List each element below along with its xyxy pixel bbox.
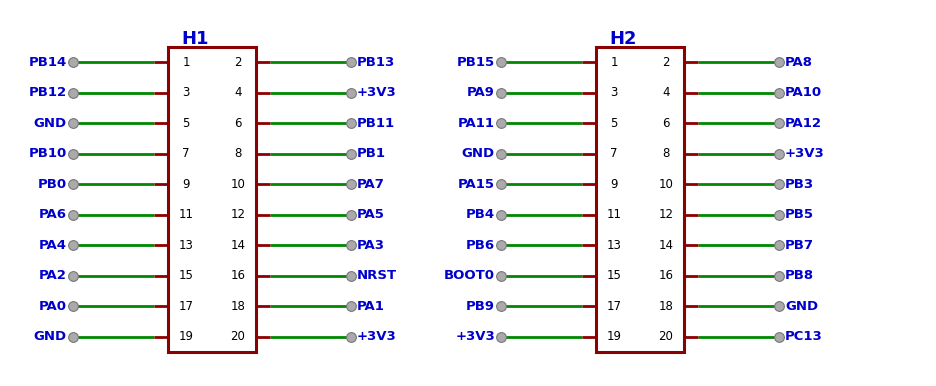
Text: PA15: PA15	[458, 178, 494, 191]
Text: BOOT0: BOOT0	[444, 269, 494, 282]
Text: 9: 9	[183, 178, 190, 191]
Text: 10: 10	[658, 178, 673, 191]
Text: 17: 17	[606, 300, 621, 313]
Text: PA10: PA10	[784, 86, 821, 99]
Text: 18: 18	[230, 300, 245, 313]
Text: PA8: PA8	[784, 56, 812, 69]
Text: PB12: PB12	[29, 86, 67, 99]
Text: 12: 12	[230, 208, 245, 221]
Text: PA3: PA3	[357, 239, 385, 252]
Text: PB9: PB9	[465, 300, 494, 313]
Text: +3V3: +3V3	[455, 330, 494, 343]
Text: PB7: PB7	[784, 239, 813, 252]
Text: 15: 15	[606, 269, 621, 282]
Text: GND: GND	[784, 300, 817, 313]
Text: 16: 16	[230, 269, 245, 282]
Text: PB11: PB11	[357, 117, 395, 130]
Text: NRST: NRST	[357, 269, 397, 282]
Text: 15: 15	[179, 269, 193, 282]
Text: 2: 2	[234, 56, 241, 69]
Text: 14: 14	[658, 239, 673, 252]
Text: 6: 6	[234, 117, 241, 130]
Text: PB3: PB3	[784, 178, 813, 191]
Text: 5: 5	[183, 117, 189, 130]
Text: PB1: PB1	[357, 147, 386, 160]
Text: 19: 19	[606, 330, 621, 343]
Text: PB4: PB4	[465, 208, 494, 221]
Text: 9: 9	[609, 178, 617, 191]
Text: 20: 20	[658, 330, 673, 343]
Text: 10: 10	[230, 178, 245, 191]
Text: PB6: PB6	[465, 239, 494, 252]
Text: PA12: PA12	[784, 117, 821, 130]
Text: PB8: PB8	[784, 269, 813, 282]
Text: PA2: PA2	[39, 269, 67, 282]
Text: 13: 13	[606, 239, 621, 252]
Text: 1: 1	[609, 56, 617, 69]
Text: 3: 3	[183, 86, 189, 99]
Text: 4: 4	[234, 86, 241, 99]
Text: PB10: PB10	[29, 147, 67, 160]
Bar	[168, 47, 256, 352]
Text: PC13: PC13	[784, 330, 822, 343]
Text: 13: 13	[179, 239, 193, 252]
Text: GND: GND	[34, 117, 67, 130]
Text: 16: 16	[658, 269, 673, 282]
Text: PA9: PA9	[467, 86, 494, 99]
Text: PA6: PA6	[39, 208, 67, 221]
Text: 17: 17	[179, 300, 194, 313]
Text: +3V3: +3V3	[357, 86, 396, 99]
Text: 4: 4	[662, 86, 669, 99]
Text: 7: 7	[609, 147, 617, 160]
Text: 8: 8	[662, 147, 669, 160]
Text: 7: 7	[183, 147, 190, 160]
Text: PA5: PA5	[357, 208, 385, 221]
Text: 12: 12	[658, 208, 673, 221]
Text: H1: H1	[181, 30, 209, 48]
Text: PA7: PA7	[357, 178, 385, 191]
Text: 8: 8	[234, 147, 241, 160]
Text: PA4: PA4	[39, 239, 67, 252]
Text: 6: 6	[662, 117, 669, 130]
Text: PB13: PB13	[357, 56, 395, 69]
Bar	[595, 47, 683, 352]
Text: 11: 11	[179, 208, 194, 221]
Text: 5: 5	[609, 117, 617, 130]
Text: 3: 3	[609, 86, 617, 99]
Text: +3V3: +3V3	[784, 147, 824, 160]
Text: PB5: PB5	[784, 208, 813, 221]
Text: H2: H2	[608, 30, 636, 48]
Text: PB15: PB15	[457, 56, 494, 69]
Text: PA11: PA11	[458, 117, 494, 130]
Text: +3V3: +3V3	[357, 330, 396, 343]
Text: PB14: PB14	[29, 56, 67, 69]
Text: 1: 1	[183, 56, 190, 69]
Text: PA0: PA0	[39, 300, 67, 313]
Text: GND: GND	[461, 147, 494, 160]
Text: 11: 11	[606, 208, 621, 221]
Text: 2: 2	[662, 56, 669, 69]
Text: 19: 19	[179, 330, 194, 343]
Text: GND: GND	[34, 330, 67, 343]
Text: PB0: PB0	[37, 178, 67, 191]
Text: 18: 18	[658, 300, 673, 313]
Text: 20: 20	[230, 330, 245, 343]
Text: PA1: PA1	[357, 300, 385, 313]
Text: 14: 14	[230, 239, 245, 252]
